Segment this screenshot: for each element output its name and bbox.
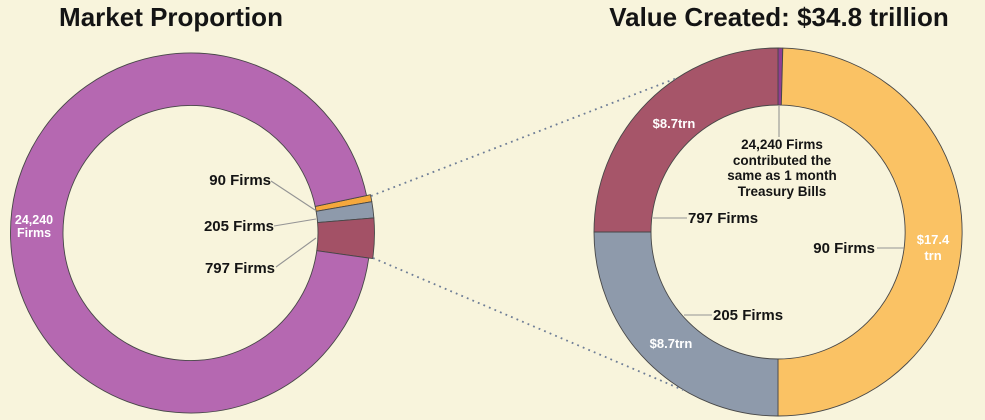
annotation-line3: same as 1 month [727, 168, 837, 183]
leader-line [273, 218, 317, 227]
annotation-line1: 24,240 Firms [741, 137, 823, 152]
left-inner-label-line2: Firms [16, 225, 52, 240]
left-chart-title: Market Proportion [59, 2, 283, 32]
left-callout-205-firms: 205 Firms [203, 218, 274, 235]
annotation-line4: Treasury Bills [737, 183, 827, 199]
donut2-segment-797-firms [593, 47, 779, 233]
donut2-segment-205-firms [593, 231, 779, 417]
right-callout-797-firms: 797 Firms [688, 210, 759, 227]
right-value-label-orange-line2: trn [924, 248, 942, 263]
right-callout-90-firms: 90 Firms [813, 240, 875, 257]
left-inner-label-24240-firms: 24,240 Firms [15, 214, 53, 239]
left-callout-797-firms: 797 Firms [204, 260, 275, 277]
right-value-label-maroon: $8.7trn [652, 116, 696, 131]
connector-dotted-line [372, 257, 684, 391]
donut1-segment-24-240-firms [10, 52, 370, 414]
leader-line [275, 237, 317, 268]
annotation-line2: contributed the [732, 152, 832, 168]
right-callout-205-firms: 205 Firms [713, 307, 784, 324]
leader-line [270, 180, 316, 211]
right-chart-title: Value Created: $34.8 trillion [609, 2, 949, 32]
connector-dotted-line [370, 77, 678, 197]
donut2-segment-90-firms [777, 47, 963, 417]
right-value-label-orange: $17.4 trn [917, 232, 950, 264]
right-value-label-orange-line1: $17.4 [916, 232, 950, 247]
left-callout-90-firms: 90 Firms [209, 172, 271, 189]
right-value-label-gray: $8.7trn [649, 336, 693, 351]
left-inner-label-line1: 24,240 [14, 213, 54, 227]
right-center-annotation: 24,240 Firms contributed the same as 1 m… [727, 137, 837, 199]
